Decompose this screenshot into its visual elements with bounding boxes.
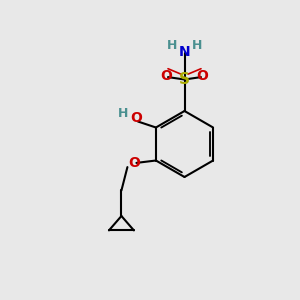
Text: O: O xyxy=(130,112,142,125)
Text: H: H xyxy=(118,107,128,120)
Text: H: H xyxy=(192,39,202,52)
Text: S: S xyxy=(179,72,190,87)
Text: O: O xyxy=(160,69,172,82)
Text: O: O xyxy=(128,157,140,170)
Text: H: H xyxy=(167,39,177,52)
Text: N: N xyxy=(179,46,190,59)
Text: O: O xyxy=(196,69,208,82)
